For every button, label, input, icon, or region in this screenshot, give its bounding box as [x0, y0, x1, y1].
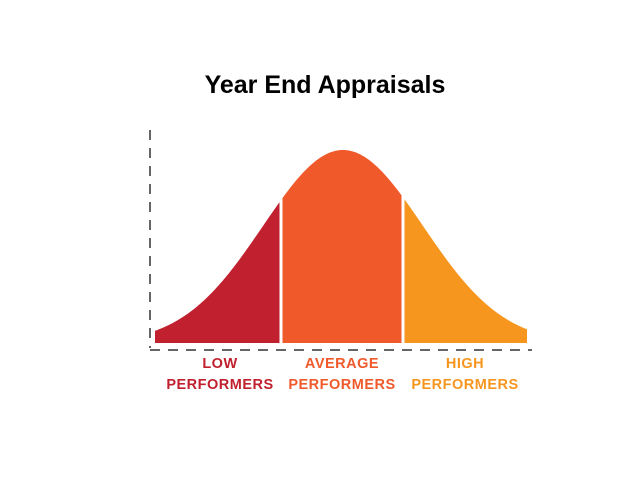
curve-segment	[281, 150, 403, 343]
curve-segment	[155, 200, 281, 343]
segment-label: AVERAGE	[305, 356, 379, 372]
segment-label: HIGH	[446, 356, 484, 372]
labels: LOW PERFORMERS AVERAGE PERFORMERS HIGH PERFOR…	[166, 356, 518, 393]
bell-curve	[155, 140, 527, 343]
curve-segment	[403, 197, 527, 343]
title: Year End Appraisals	[205, 71, 446, 99]
segment-label: LOW	[202, 356, 237, 372]
segment-label: PERFORMERS	[288, 377, 395, 393]
segment-label: PERFORMERS	[411, 377, 518, 393]
segment-label: PERFORMERS	[166, 377, 273, 393]
